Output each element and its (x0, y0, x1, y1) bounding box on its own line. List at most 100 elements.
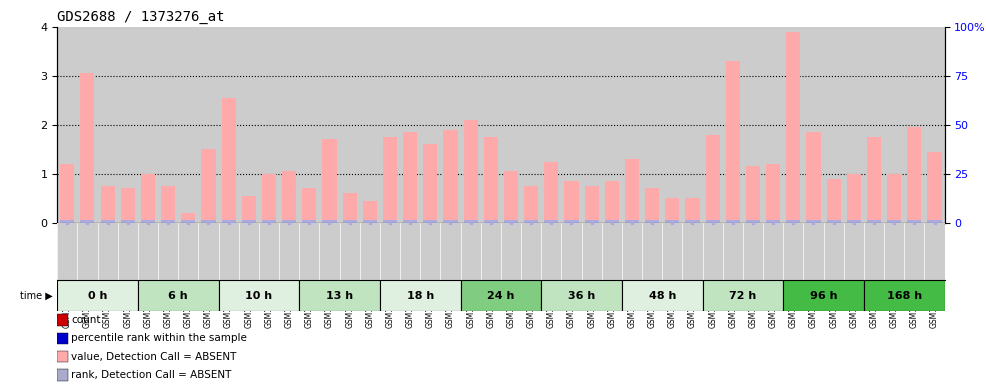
Bar (181, 220, 195, 223)
Bar (383, 137, 397, 223)
Bar (242, 196, 255, 223)
Bar (57, 351, 68, 362)
Bar (383, 220, 397, 223)
Bar (322, 220, 336, 223)
Bar (706, 220, 720, 223)
Bar (525, 220, 538, 223)
Bar (585, 220, 599, 223)
Bar (625, 220, 639, 223)
Bar (645, 189, 660, 223)
Bar (766, 164, 780, 223)
Bar (101, 220, 114, 223)
Text: GDS2688 / 1373276_at: GDS2688 / 1373276_at (57, 10, 225, 25)
Bar (101, 186, 114, 223)
Bar (222, 98, 236, 223)
Bar (864, 280, 945, 311)
Bar (303, 220, 317, 223)
Bar (541, 280, 622, 311)
Bar (907, 220, 921, 223)
Bar (726, 61, 740, 223)
Bar (57, 333, 68, 344)
Bar (826, 179, 841, 223)
Bar (666, 198, 679, 223)
Bar (463, 120, 477, 223)
Bar (685, 220, 699, 223)
Bar (847, 174, 861, 223)
Text: 24 h: 24 h (487, 291, 515, 301)
Bar (463, 220, 477, 223)
Bar (867, 220, 881, 223)
Text: rank, Detection Call = ABSENT: rank, Detection Call = ABSENT (71, 370, 232, 380)
Bar (726, 220, 740, 223)
Bar (807, 132, 820, 223)
Bar (342, 194, 357, 223)
Bar (57, 280, 138, 311)
Bar (81, 73, 95, 223)
Text: percentile rank within the sample: percentile rank within the sample (71, 333, 247, 343)
Bar (544, 220, 558, 223)
Bar (161, 186, 176, 223)
Bar (120, 220, 135, 223)
Bar (746, 220, 760, 223)
Bar (363, 201, 377, 223)
Bar (666, 220, 679, 223)
Bar (564, 220, 579, 223)
Bar (484, 137, 498, 223)
Bar (685, 198, 699, 223)
Text: 13 h: 13 h (326, 291, 353, 301)
Bar (460, 280, 541, 311)
Bar (380, 280, 460, 311)
Bar (403, 220, 417, 223)
Text: time ▶: time ▶ (20, 291, 52, 301)
Bar (299, 280, 380, 311)
Bar (444, 130, 458, 223)
Text: 48 h: 48 h (649, 291, 676, 301)
Bar (585, 186, 599, 223)
Bar (444, 220, 458, 223)
Bar (342, 220, 357, 223)
Bar (423, 220, 438, 223)
Text: value, Detection Call = ABSENT: value, Detection Call = ABSENT (71, 352, 237, 362)
Bar (525, 186, 538, 223)
Bar (282, 171, 296, 223)
Bar (887, 220, 901, 223)
Bar (928, 220, 942, 223)
Bar (282, 220, 296, 223)
Bar (544, 162, 558, 223)
Bar (57, 369, 68, 381)
Bar (201, 220, 216, 223)
Bar (622, 280, 703, 311)
Bar (222, 220, 236, 223)
Bar (807, 220, 820, 223)
Bar (783, 280, 864, 311)
Bar (262, 174, 276, 223)
Bar (219, 280, 299, 311)
Bar (120, 189, 135, 223)
Bar (504, 220, 518, 223)
Bar (867, 137, 881, 223)
Bar (645, 220, 660, 223)
Bar (161, 220, 176, 223)
Bar (363, 220, 377, 223)
Bar (703, 280, 783, 311)
Text: count: count (71, 315, 101, 325)
Bar (826, 220, 841, 223)
Bar (141, 220, 155, 223)
Bar (847, 220, 861, 223)
Bar (60, 220, 74, 223)
Bar (907, 127, 921, 223)
Bar (141, 174, 155, 223)
Bar (746, 166, 760, 223)
Bar (423, 144, 438, 223)
Bar (766, 220, 780, 223)
Bar (60, 164, 74, 223)
Text: 72 h: 72 h (730, 291, 756, 301)
Bar (604, 181, 619, 223)
Bar (262, 220, 276, 223)
Bar (928, 152, 942, 223)
Text: 6 h: 6 h (169, 291, 188, 301)
Bar (242, 220, 255, 223)
Text: 18 h: 18 h (406, 291, 434, 301)
Bar (564, 181, 579, 223)
Bar (484, 220, 498, 223)
